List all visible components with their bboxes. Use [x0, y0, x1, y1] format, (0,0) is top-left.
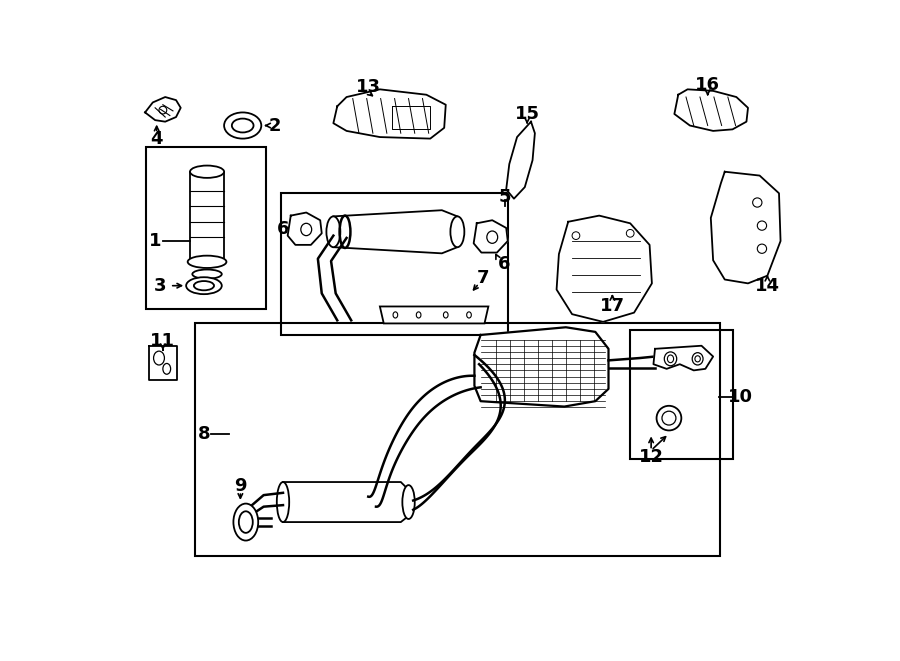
Ellipse shape	[695, 356, 700, 362]
Polygon shape	[190, 172, 224, 262]
Ellipse shape	[662, 411, 676, 425]
Polygon shape	[473, 220, 508, 253]
Polygon shape	[506, 122, 535, 199]
Ellipse shape	[664, 352, 677, 366]
Ellipse shape	[657, 406, 681, 430]
Ellipse shape	[450, 216, 464, 247]
Text: 9: 9	[234, 477, 247, 495]
Polygon shape	[474, 327, 608, 407]
Text: 6: 6	[498, 255, 510, 273]
Ellipse shape	[327, 216, 340, 247]
Text: 17: 17	[600, 297, 625, 315]
Ellipse shape	[487, 231, 498, 243]
Ellipse shape	[238, 512, 253, 533]
Text: 12: 12	[639, 447, 663, 465]
Ellipse shape	[188, 256, 227, 268]
Polygon shape	[148, 346, 176, 379]
Ellipse shape	[692, 353, 703, 365]
Text: 1: 1	[148, 232, 161, 250]
Polygon shape	[283, 482, 409, 522]
Text: 2: 2	[269, 116, 282, 135]
Text: 16: 16	[695, 77, 720, 95]
Text: 14: 14	[755, 277, 780, 295]
Polygon shape	[288, 213, 322, 245]
Polygon shape	[653, 346, 713, 370]
Ellipse shape	[402, 485, 415, 519]
Ellipse shape	[194, 281, 214, 290]
Text: 5: 5	[499, 188, 511, 206]
Polygon shape	[333, 89, 446, 139]
Text: 6: 6	[277, 221, 289, 239]
Polygon shape	[556, 215, 652, 322]
Text: 3: 3	[154, 277, 166, 295]
Polygon shape	[333, 210, 457, 253]
Text: 10: 10	[728, 387, 752, 406]
Ellipse shape	[233, 504, 258, 541]
Ellipse shape	[277, 482, 289, 522]
Polygon shape	[674, 89, 748, 131]
Text: 11: 11	[150, 332, 176, 350]
Ellipse shape	[186, 277, 221, 294]
Ellipse shape	[668, 355, 673, 363]
Polygon shape	[711, 172, 780, 284]
Ellipse shape	[193, 270, 221, 279]
Polygon shape	[380, 307, 489, 323]
Text: 13: 13	[356, 78, 381, 96]
Ellipse shape	[163, 364, 171, 374]
Text: 8: 8	[198, 424, 211, 442]
Text: 15: 15	[515, 105, 540, 123]
Ellipse shape	[301, 223, 311, 235]
Ellipse shape	[190, 165, 224, 178]
Text: 4: 4	[150, 130, 163, 148]
Ellipse shape	[154, 351, 165, 365]
Text: 7: 7	[477, 269, 490, 287]
